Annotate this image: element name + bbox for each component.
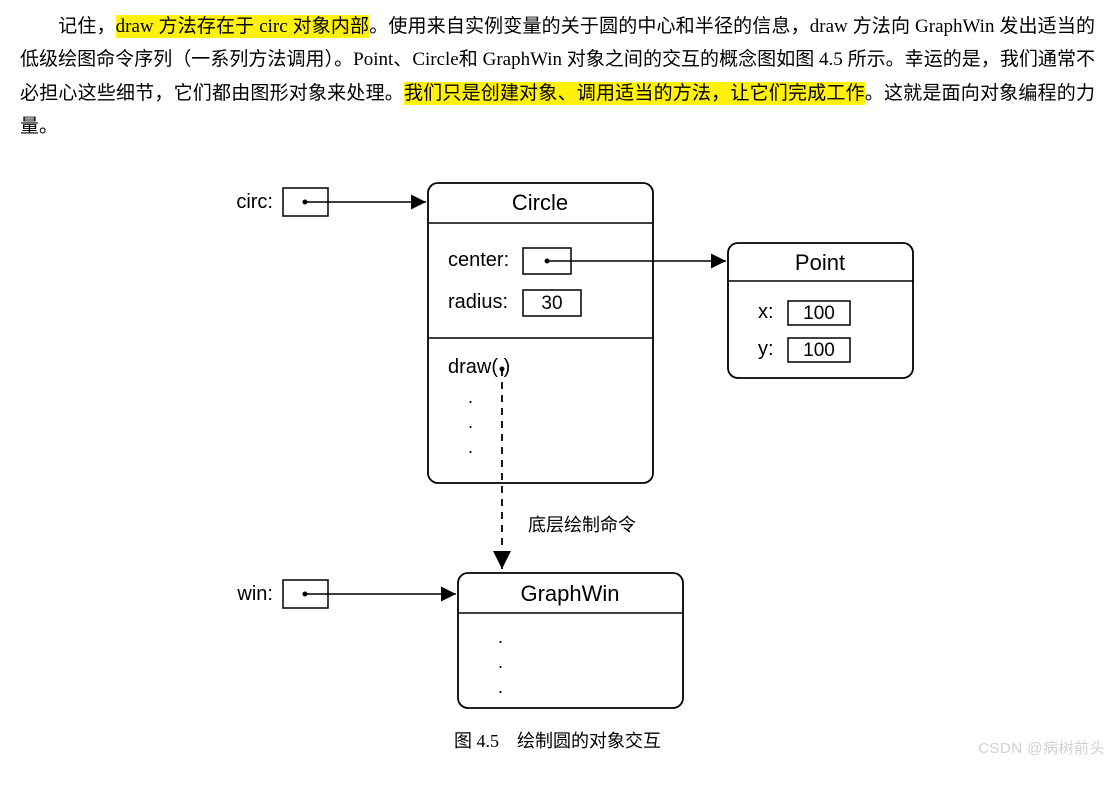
figure-4-5: circ: Circle center: radius: 30 draw( ) … <box>20 173 1095 718</box>
svg-text:.: . <box>498 652 503 672</box>
point-title: Point <box>794 250 844 275</box>
highlight-2: 我们只是创建对象、调用适当的方法，让它们完成工作 <box>404 82 865 105</box>
x-label: x: <box>758 301 774 323</box>
radius-label: radius: <box>448 291 508 313</box>
svg-text:.: . <box>498 677 503 697</box>
radius-value: 30 <box>541 293 562 314</box>
y-value: 100 <box>803 340 835 361</box>
win-label: win: <box>236 583 273 605</box>
text-seg-1: 记住， <box>58 16 116 37</box>
circle-title: Circle <box>511 190 567 215</box>
dash-note: 底层绘制命令 <box>528 515 636 535</box>
graphwin-title: GraphWin <box>520 581 619 606</box>
svg-text:.: . <box>468 412 473 432</box>
x-value: 100 <box>803 303 835 324</box>
figure-caption: 图 4.5 绘制圆的对象交互 <box>20 726 1095 758</box>
svg-text:.: . <box>468 437 473 457</box>
circ-label: circ: <box>236 191 273 213</box>
center-label: center: <box>448 249 509 271</box>
y-label: y: <box>758 338 774 360</box>
watermark: CSDN @病树前头 <box>978 736 1105 762</box>
svg-text:.: . <box>498 627 503 647</box>
highlight-1: draw 方法存在于 circ 对象内部 <box>116 15 370 38</box>
main-paragraph: 记住，draw 方法存在于 circ 对象内部。使用来自实例变量的关于圆的中心和… <box>20 10 1095 143</box>
svg-text:.: . <box>468 387 473 407</box>
circle-box <box>428 183 653 483</box>
